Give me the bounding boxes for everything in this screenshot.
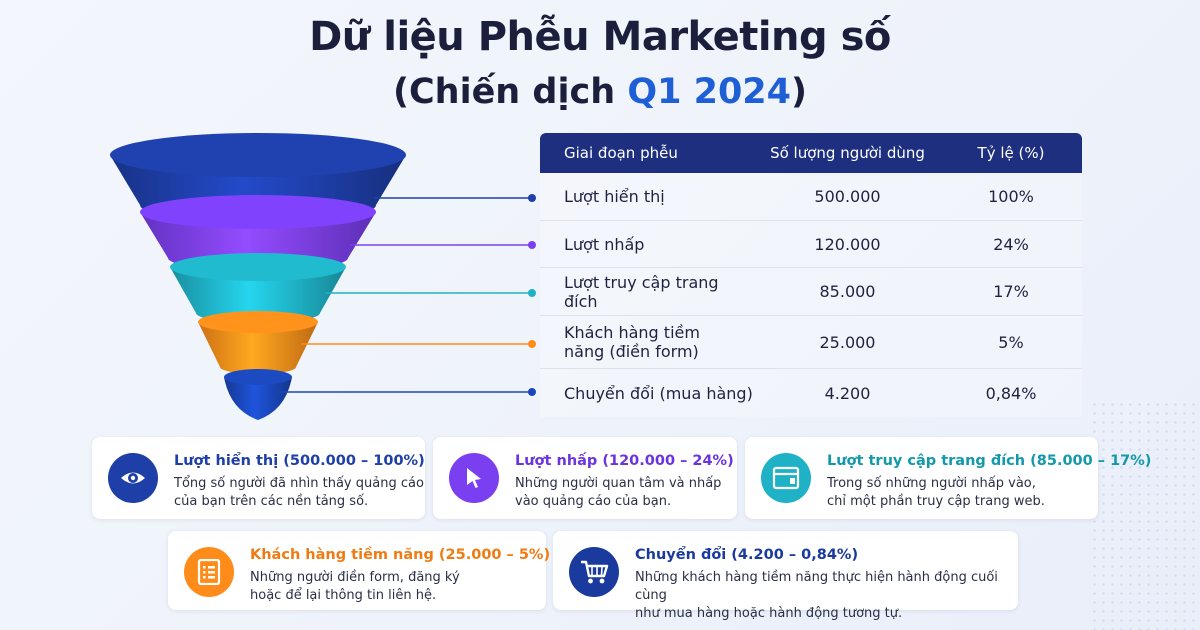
row-percent: 100% xyxy=(988,187,1034,206)
row-percent: 5% xyxy=(998,332,1024,352)
table-row: Khách hàng tiềm năng (điền form) 25.000 … xyxy=(540,316,1082,369)
row-percent: 0,84% xyxy=(985,383,1037,403)
connector-dot-4 xyxy=(528,340,536,348)
row-percent: 24% xyxy=(993,234,1029,254)
row-stage: Chuyển đổi (mua hàng) xyxy=(564,383,753,403)
connector-dot-2 xyxy=(528,241,536,249)
funnel-body-5 xyxy=(224,377,292,420)
card-impressions: Lượt hiển thị (500.000 – 100%) Tổng số n… xyxy=(92,437,425,519)
funnel-chart xyxy=(110,133,536,420)
header-stage: Giai đoạn phễu xyxy=(564,144,678,162)
card-description: Những khách hàng tiềm năng thực hiện hàn… xyxy=(635,570,998,621)
funnel-top-2 xyxy=(140,195,376,229)
card-leads: Khách hàng tiềm năng (25.000 – 5%) Những… xyxy=(168,531,550,610)
card-description: Tổng số người đã nhìn thấy quảng cáo của… xyxy=(174,476,424,509)
card-title: Chuyển đổi (4.200 – 0,84%) xyxy=(635,547,859,563)
card-landing-visits: Lượt truy cập trang đích (85.000 – 17%) … xyxy=(745,437,1151,519)
card-conversions: Chuyển đổi (4.200 – 0,84%) Những khách h… xyxy=(553,531,1018,621)
funnel-body-3 xyxy=(170,267,346,323)
subtitle-close: ) xyxy=(791,72,808,112)
funnel-segment-4 xyxy=(198,311,318,374)
table-row: Lượt nhấp 120.000 24% xyxy=(540,221,1082,268)
funnel-segment-5 xyxy=(224,369,292,420)
row-percent: 17% xyxy=(993,282,1029,301)
row-count: 500.000 xyxy=(814,187,881,206)
form-list-icon xyxy=(184,547,234,597)
card-title: Lượt truy cập trang đích (85.000 – 17%) xyxy=(827,453,1152,469)
connector-dot-3 xyxy=(528,289,536,297)
row-stage: Lượt truy cập trang đích xyxy=(564,272,719,311)
row-stage: Khách hàng tiềm năng (điền form) xyxy=(564,323,700,361)
card-description: Những người điền form, đăng ký hoặc để l… xyxy=(250,570,460,603)
cursor-icon xyxy=(449,453,499,503)
card-title: Lượt nhấp (120.000 – 24%) xyxy=(515,453,734,469)
funnel-top-3 xyxy=(170,253,346,281)
table-row: Lượt truy cập trang đích 85.000 17% xyxy=(540,268,1082,316)
header-count: Số lượng người dùng xyxy=(770,144,925,162)
browser-window-icon xyxy=(761,453,811,503)
funnel-segment-3 xyxy=(170,253,346,323)
row-count: 4.200 xyxy=(824,383,871,403)
funnel-data-table: Giai đoạn phễu Số lượng người dùng Tỷ lệ… xyxy=(540,133,1082,417)
row-count: 85.000 xyxy=(819,282,876,301)
connector-dot-1 xyxy=(528,194,536,202)
card-title: Lượt hiển thị (500.000 – 100%) xyxy=(174,453,425,469)
eye-icon xyxy=(108,453,158,503)
funnel-top-4 xyxy=(198,311,318,333)
card-title: Khách hàng tiềm năng (25.000 – 5%) xyxy=(250,547,551,563)
row-count: 25.000 xyxy=(819,332,876,352)
funnel-body-4 xyxy=(198,322,318,374)
funnel-body-2 xyxy=(140,212,376,271)
subtitle-open: (Chiến dịch xyxy=(392,72,628,112)
card-clicks: Lượt nhấp (120.000 – 24%) Những người qu… xyxy=(433,437,737,519)
card-description: Những người quan tâm và nhấp vào quảng c… xyxy=(515,476,722,509)
table-header: Giai đoạn phễu Số lượng người dùng Tỷ lệ… xyxy=(540,133,1082,173)
row-stage: Lượt hiển thị xyxy=(564,187,665,206)
page-subtitle: (Chiến dịch Q1 2024) xyxy=(0,72,1200,112)
row-stage: Lượt nhấp xyxy=(564,234,645,254)
funnel-top-5 xyxy=(224,369,292,385)
card-description: Trong số những người nhấp vào, chỉ một p… xyxy=(827,476,1045,509)
subtitle-highlight: Q1 2024 xyxy=(627,72,792,112)
table-row: Chuyển đổi (mua hàng) 4.200 0,84% xyxy=(540,369,1082,417)
funnel-segment-2 xyxy=(140,195,376,271)
decorative-dot-pattern xyxy=(1090,400,1200,630)
funnel-top-1 xyxy=(110,133,406,177)
header-percent: Tỷ lệ (%) xyxy=(977,144,1045,162)
table-row: Lượt hiển thị 500.000 100% xyxy=(540,173,1082,221)
page-title: Dữ liệu Phễu Marketing số xyxy=(309,14,891,60)
row-count: 120.000 xyxy=(814,234,881,254)
connector-dot-5 xyxy=(528,388,536,396)
shopping-cart-icon xyxy=(569,547,619,597)
